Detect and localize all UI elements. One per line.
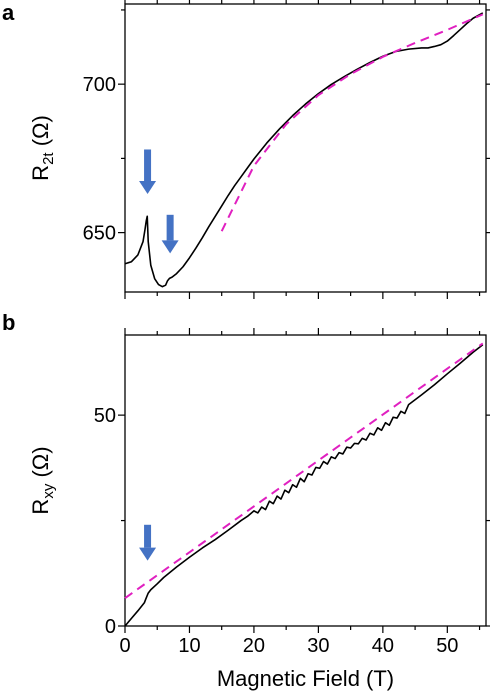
panel-a-label: a: [2, 0, 15, 25]
panel-a-arrows: [139, 149, 179, 254]
panel-a-frame: [124, 3, 487, 293]
x-tick-label: 40: [372, 635, 394, 657]
panel-a-ylabel-main: R: [28, 165, 53, 181]
panel-a-y-tick-labels: 650 700: [83, 74, 116, 244]
panel-b: b 0 50 0 10 20 30 40 50 Rxy (Ω) Magnetic Field…: [2, 310, 490, 691]
panel-b-y-tick-labels: 0 50: [94, 405, 116, 638]
x-tick-label: 50: [436, 635, 458, 657]
panel-a-ylabel-unit: (Ω): [28, 115, 53, 152]
y-tick-label: 650: [83, 223, 116, 245]
panel-b-ylabel-unit: (Ω): [28, 446, 53, 483]
y-tick-label: 50: [94, 405, 116, 427]
panel-b-series: [124, 342, 484, 627]
arrow-annotation: [139, 524, 157, 561]
y-tick-label: 700: [83, 74, 116, 96]
fit-line-dashed: [220, 13, 484, 232]
x-tick-label: 10: [178, 635, 200, 657]
x-tick-label: 0: [119, 635, 130, 657]
panel-b-x-tick-labels: 0 10 20 30 40 50: [119, 635, 458, 657]
y-tick-label: 0: [105, 616, 116, 638]
arrow-annotation: [161, 214, 179, 254]
x-tick-label: 20: [243, 635, 265, 657]
x-tick-label: 30: [307, 635, 329, 657]
x-axis-label: Magnetic Field (T): [217, 666, 394, 691]
panel-b-frame: [124, 334, 487, 627]
panel-b-y-axis-label: Rxy (Ω): [28, 446, 57, 514]
panel-a-ylabel-sub: 2t: [40, 152, 57, 165]
panel-a-series: [124, 12, 484, 288]
data-line: [124, 12, 484, 288]
data-line: [124, 344, 484, 627]
panel-b-ticks: [118, 328, 490, 633]
panel-a-ticks: [118, 0, 490, 299]
panel-b-ylabel-main: R: [28, 499, 53, 515]
panel-b-ylabel-sub: xy: [40, 483, 57, 499]
fit-line-dashed: [124, 342, 484, 599]
panel-a-y-axis-label: R2t (Ω): [28, 115, 57, 181]
arrow-annotation: [139, 149, 157, 195]
panel-b-arrows: [139, 524, 157, 561]
panel-b-label: b: [2, 310, 15, 335]
panel-a: a 650 700 R2t (Ω): [2, 0, 490, 299]
